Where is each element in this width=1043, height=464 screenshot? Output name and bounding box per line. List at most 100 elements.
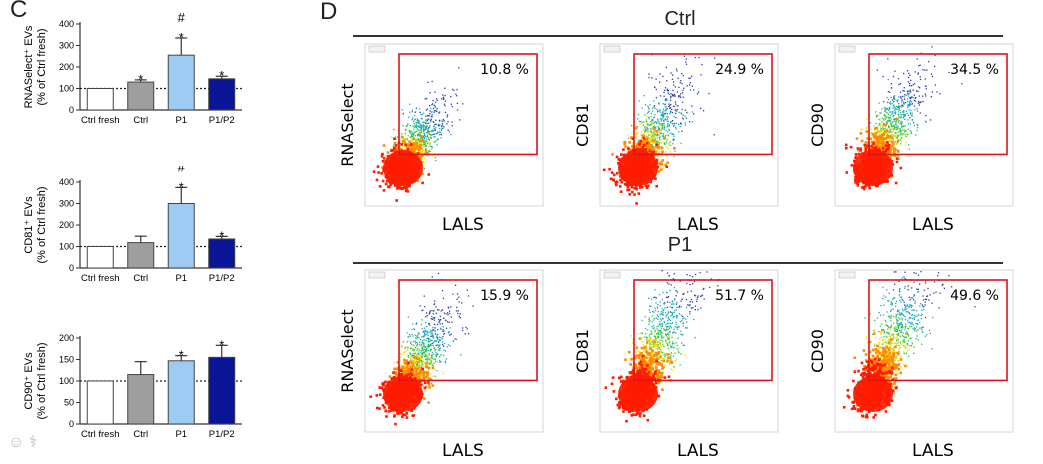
y-axis-title: CD90⁺ EVs bbox=[23, 352, 35, 410]
plot-menu-widget bbox=[603, 271, 621, 279]
y-tick-label: 100 bbox=[59, 242, 74, 252]
marker-axis-label: CD90 bbox=[808, 329, 827, 373]
density-core bbox=[383, 150, 423, 186]
gate-rectangle bbox=[868, 279, 1008, 382]
group-title-p1: P1 bbox=[667, 234, 693, 256]
plot-menu-widget bbox=[368, 271, 386, 279]
gate-rectangle bbox=[868, 53, 1008, 156]
x-tick-label: Ctrl bbox=[133, 115, 148, 126]
bar-p1 bbox=[167, 203, 195, 269]
x-axis-label-lals: LALS bbox=[912, 441, 954, 460]
x-axis-label-lals: LALS bbox=[677, 215, 719, 234]
flow-plot-ctrl-rnaselect: 10.8 % RNASelect LALS bbox=[338, 43, 544, 234]
x-tick-label: Ctrl bbox=[133, 273, 148, 284]
y-tick-label: 0 bbox=[69, 105, 74, 115]
significance-star: * bbox=[179, 179, 184, 194]
significance-hash: # bbox=[178, 10, 186, 25]
bar-ctrl-fresh bbox=[86, 380, 114, 425]
y-tick-label: 300 bbox=[59, 199, 74, 209]
group-divider-p1 bbox=[353, 262, 1003, 264]
y-tick-label: 100 bbox=[59, 84, 74, 94]
flow-plot-p1-cd90: 49.6 % CD90 LALS bbox=[808, 269, 1014, 460]
panel-d-label: D bbox=[320, 0, 338, 25]
gate-rectangle bbox=[633, 279, 773, 382]
bar-p1 bbox=[167, 360, 195, 425]
y-axis-subtitle: (% of Ctrl fresh) bbox=[36, 28, 48, 105]
x-axis-label-lals: LALS bbox=[912, 215, 954, 234]
y-tick-label: 100 bbox=[59, 376, 74, 386]
y-tick-label: 300 bbox=[59, 41, 74, 51]
gate-rectangle bbox=[398, 279, 538, 382]
y-tick-label: 400 bbox=[59, 19, 74, 29]
marker-axis-label: RNASelect bbox=[338, 309, 357, 392]
marker-axis-label: RNASelect bbox=[338, 83, 357, 166]
bar-p1-p2 bbox=[208, 78, 236, 111]
significance-star: * bbox=[138, 72, 143, 87]
group-title-ctrl: Ctrl bbox=[664, 8, 696, 30]
y-axis-title: RNASelect⁺ EVs bbox=[23, 25, 35, 108]
significance-star: * bbox=[219, 337, 224, 352]
bar-ctrl-fresh bbox=[86, 88, 114, 111]
panel-c-label: C bbox=[10, 0, 28, 23]
y-tick-label: 0 bbox=[69, 419, 74, 429]
gate-rectangle bbox=[633, 53, 773, 156]
x-tick-label: P1/P2 bbox=[209, 429, 235, 440]
x-axis-label-lals: LALS bbox=[442, 441, 484, 460]
x-tick-label: P1 bbox=[175, 115, 187, 126]
x-tick-label: Ctrl fresh bbox=[81, 115, 120, 126]
x-tick-label: P1 bbox=[175, 273, 187, 284]
x-tick-label: Ctrl fresh bbox=[81, 273, 120, 284]
marker-axis-label: CD90 bbox=[808, 103, 827, 147]
density-core bbox=[383, 376, 423, 412]
flow-plot-ctrl-cd90: 34.5 % CD90 LALS bbox=[808, 43, 1014, 234]
y-tick-label: 200 bbox=[59, 220, 74, 230]
bar-ctrl bbox=[127, 242, 155, 269]
plot-menu-widget bbox=[368, 45, 386, 53]
x-tick-label: P1 bbox=[175, 429, 187, 440]
plot-menu-widget bbox=[838, 45, 856, 53]
flow-plot-ctrl-cd81: 24.9 % CD81 LALS bbox=[573, 43, 779, 234]
plot-menu-widget bbox=[603, 45, 621, 53]
x-tick-label: P1/P2 bbox=[209, 273, 235, 284]
x-tick-label: P1/P2 bbox=[209, 115, 235, 126]
significance-star: * bbox=[219, 228, 224, 243]
significance-star: * bbox=[179, 30, 184, 45]
density-core bbox=[618, 150, 658, 186]
gate-percentage: 49.6 % bbox=[950, 288, 999, 304]
group-divider-ctrl bbox=[353, 35, 1003, 37]
gate-percentage: 24.9 % bbox=[715, 62, 764, 78]
y-axis-subtitle: (% of Ctrl fresh) bbox=[36, 342, 48, 419]
y-tick-label: 400 bbox=[59, 177, 74, 187]
flow-plot-p1-cd81: 51.7 % CD81 LALS bbox=[573, 269, 779, 460]
marker-axis-label: CD81 bbox=[573, 103, 592, 147]
watermark-logo: ☺ ⚕ bbox=[8, 434, 38, 451]
y-tick-label: 0 bbox=[69, 263, 74, 273]
x-axis-label-lals: LALS bbox=[442, 215, 484, 234]
bar-chart-cd90: CD90⁺ EVs (% of Ctrl fresh) 0 50 100 150 200 Ct… bbox=[23, 333, 242, 440]
y-tick-label: 200 bbox=[59, 62, 74, 72]
gate-percentage: 34.5 % bbox=[950, 62, 999, 78]
gate-percentage: 51.7 % bbox=[715, 288, 764, 304]
y-tick-label: 150 bbox=[59, 355, 74, 365]
bar-p1-p2 bbox=[208, 238, 236, 269]
y-axis-subtitle: (% of Ctrl fresh) bbox=[36, 186, 48, 263]
bar-chart-rnaselect: RNASelect⁺ EVs (% of Ctrl fresh) 0 100 200 30… bbox=[23, 10, 242, 126]
density-core bbox=[853, 150, 893, 186]
flow-plot-p1-rnaselect: 15.9 % RNASelect LALS bbox=[338, 269, 544, 460]
significance-star: * bbox=[219, 68, 224, 83]
bar-p1 bbox=[167, 54, 195, 111]
density-core bbox=[618, 376, 658, 412]
x-tick-label: Ctrl fresh bbox=[81, 429, 120, 440]
gate-percentage: 10.8 % bbox=[480, 62, 529, 78]
marker-axis-label: CD81 bbox=[573, 329, 592, 373]
y-axis-title: CD81⁺ EVs bbox=[23, 196, 35, 254]
bar-chart-cd81: CD81⁺ EVs (% of Ctrl fresh) 0 100 200 300 400 C… bbox=[23, 166, 242, 284]
plot-menu-widget bbox=[838, 271, 856, 279]
gate-rectangle bbox=[398, 53, 538, 156]
x-tick-label: Ctrl bbox=[133, 429, 148, 440]
bar-ctrl-fresh bbox=[86, 246, 114, 269]
bar-ctrl bbox=[127, 374, 155, 425]
gate-percentage: 15.9 % bbox=[480, 288, 529, 304]
y-tick-label: 50 bbox=[64, 398, 74, 408]
density-core bbox=[853, 376, 893, 412]
